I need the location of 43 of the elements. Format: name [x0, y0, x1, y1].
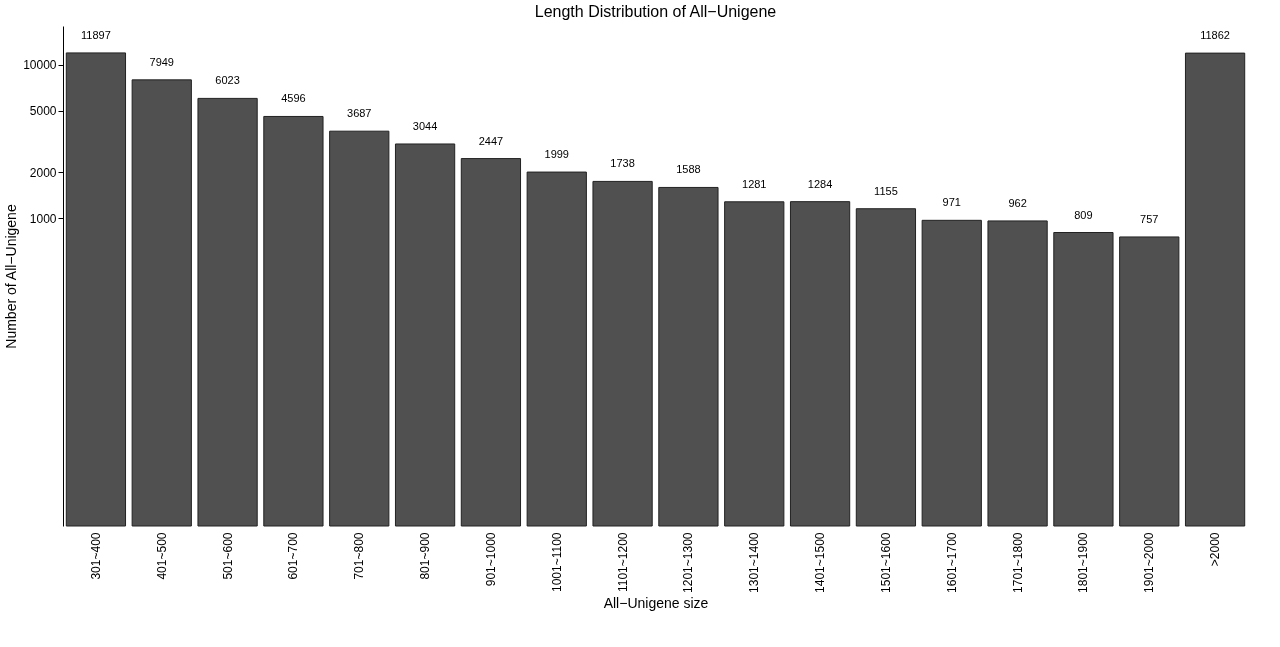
y-tick-label: 10000: [23, 58, 57, 73]
x-axis-title: All−Unigene size: [603, 594, 709, 611]
x-tick-label: 401~500: [154, 532, 169, 580]
x-tick-label: 501~600: [220, 532, 235, 580]
data-label: 962: [1008, 196, 1027, 209]
data-label: 7949: [149, 55, 174, 68]
data-label: 1284: [807, 177, 833, 190]
x-tick-label: 1301~1400: [747, 532, 762, 593]
x-tick-label: 1501~1600: [878, 532, 893, 593]
x-tick-label: 701~800: [352, 532, 367, 580]
data-label: 2447: [478, 134, 504, 147]
data-label: 11862: [1200, 29, 1230, 42]
data-label: 757: [1140, 212, 1159, 225]
y-tick-label: 1000: [29, 211, 57, 226]
x-tick-label: 1801~1900: [1076, 532, 1091, 593]
x-tick-label: 1001~1100: [549, 532, 564, 593]
x-tick-label: 1901~2000: [1142, 532, 1157, 593]
x-tick-label: 601~700: [286, 532, 301, 580]
data-label: 3687: [347, 107, 372, 120]
chart-title: Length Distribution of All−Unigene: [534, 3, 777, 20]
x-tick-label: 901~1000: [483, 532, 498, 587]
data-label: 1588: [676, 163, 701, 176]
y-tick-label: 2000: [29, 165, 57, 180]
data-label: 1999: [544, 148, 569, 161]
data-label: 6023: [215, 74, 240, 87]
data-label: 4596: [281, 92, 306, 105]
x-tick-label: 801~900: [418, 532, 433, 580]
x-tick-label: 1201~1300: [681, 532, 696, 593]
y-axis-title: Number of All−Unigene: [3, 204, 20, 349]
data-label: 11897: [81, 28, 111, 41]
y-tick-label: 5000: [29, 104, 57, 119]
x-tick-label: >2000: [1208, 532, 1223, 567]
data-label: 1281: [742, 177, 767, 190]
data-label: 1738: [610, 157, 635, 170]
x-tick-label: 301~400: [88, 532, 103, 580]
x-tick-label: 1101~1200: [615, 532, 630, 593]
data-label: 3044: [412, 119, 438, 132]
x-tick-label: 1401~1500: [813, 532, 828, 593]
x-tick-label: 1601~1700: [944, 532, 959, 593]
data-label: 1155: [874, 184, 898, 197]
x-tick-label: 1701~1800: [1010, 532, 1025, 593]
data-label: 971: [942, 196, 961, 209]
data-label: 809: [1074, 208, 1093, 221]
